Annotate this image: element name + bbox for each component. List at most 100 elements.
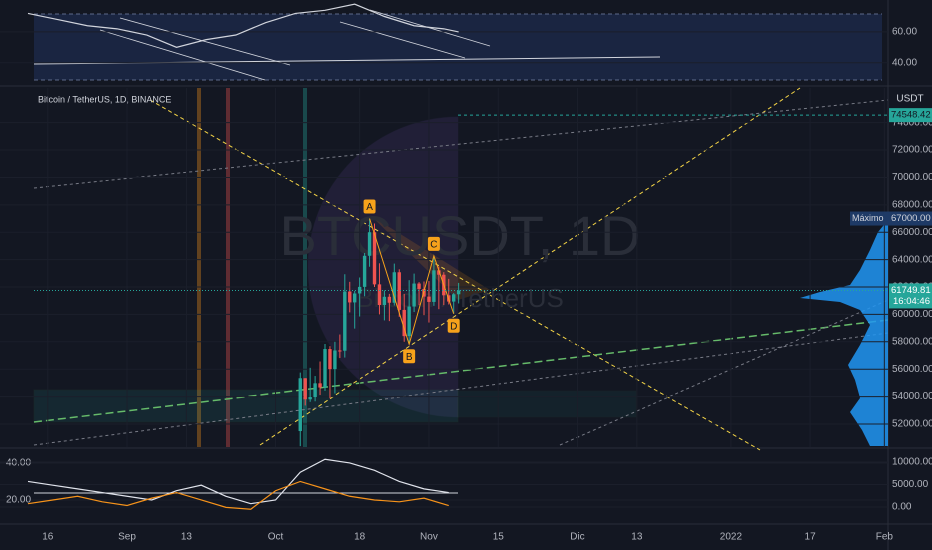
x-tick-label: 13 [631, 532, 643, 543]
x-tick-label: Oct [268, 532, 284, 543]
candle-body [318, 383, 322, 388]
candle-body [407, 306, 411, 337]
highlight-column [197, 88, 201, 447]
pattern-label: A [366, 202, 373, 213]
indicator-line [27, 480, 449, 510]
candle-body [313, 383, 317, 398]
y-tick-label: 58000.00 [892, 336, 932, 347]
y-tick-label: 68000.00 [892, 199, 932, 210]
highlight-column [226, 88, 230, 447]
x-tick-label: Nov [420, 532, 438, 543]
candle-body [392, 272, 397, 303]
indicator-line [27, 3, 459, 48]
y-tick-label: 20.00 [6, 495, 31, 506]
pattern-label: C [430, 240, 437, 251]
trend-line [119, 17, 291, 66]
y-tick-label: 72000.00 [892, 145, 932, 156]
y-tick-label: 70000.00 [892, 172, 932, 183]
pattern-point [363, 199, 376, 214]
volume-profile [800, 220, 888, 446]
candle-body [432, 270, 436, 302]
candle-body [308, 397, 312, 400]
y-tick-label: 74000.00 [892, 117, 932, 128]
y-tick-label: 56000.00 [892, 364, 932, 375]
candle-body [362, 255, 367, 287]
candle-body [323, 349, 327, 388]
support-zone [33, 389, 459, 423]
rsi-band [34, 14, 882, 80]
x-tick-label: Sep [118, 532, 136, 543]
candle-body [402, 309, 406, 337]
max-tag [850, 211, 932, 226]
trend-line [259, 87, 801, 446]
candle-body [397, 272, 401, 310]
candle-body [387, 296, 392, 303]
y-tick-label: 5000.00 [892, 479, 929, 490]
candle-body [353, 293, 357, 303]
trend-line [149, 99, 761, 451]
support-zone [457, 390, 637, 418]
y-tick-label: 64000.00 [892, 254, 932, 265]
candle-body [456, 290, 461, 295]
last-price-tag [889, 283, 932, 309]
candle-body [338, 350, 342, 352]
candle-body [377, 284, 382, 305]
y-tick-label: 10000.00 [892, 457, 932, 468]
candle-body [427, 296, 431, 302]
candle-body [357, 286, 362, 294]
pattern-label: B [406, 352, 413, 363]
max-value: 67000.00 [891, 213, 931, 224]
candle-body [328, 349, 332, 370]
candle-body [412, 283, 416, 307]
pattern-label: D [450, 321, 457, 332]
countdown: 16:04:46 [893, 296, 930, 307]
currency-label: USDT [896, 94, 923, 105]
candle-body [437, 270, 441, 275]
x-tick-label: 2022 [720, 532, 743, 543]
x-tick-label: 15 [493, 532, 505, 543]
candle-body [417, 283, 421, 289]
y-tick-label: 54000.00 [892, 391, 932, 402]
highlight-column [303, 88, 307, 447]
candle-body [343, 291, 347, 351]
y-tick-label: 52000.00 [892, 419, 932, 430]
y-tick-label: 40.00 [892, 57, 917, 68]
trend-line [339, 21, 466, 59]
candle-body [348, 291, 352, 303]
max-label: Máximo [852, 213, 884, 223]
pattern-point [447, 318, 460, 333]
pattern-point [427, 236, 440, 251]
x-tick-label: Feb [876, 532, 894, 543]
candle-body [303, 378, 307, 400]
triangle-zone [370, 215, 490, 300]
y-tick-label: 40.00 [6, 458, 31, 469]
candle-body [382, 296, 387, 305]
candle-body [367, 232, 372, 256]
watermark: BTCUSDT, 1D [280, 204, 641, 267]
x-tick-label: 17 [805, 532, 817, 543]
x-tick-label: Dic [570, 532, 584, 543]
candle-body [452, 294, 456, 302]
price-tag-label: 74548.42 [891, 110, 931, 121]
y-tick-label: 66000.00 [892, 227, 932, 238]
candle-body [298, 378, 302, 432]
candle-body [333, 350, 337, 370]
candle-body [372, 232, 377, 285]
price-tag [889, 108, 932, 123]
y-tick-label: 60000.00 [892, 309, 932, 320]
pattern-point [403, 349, 416, 364]
trend-line [99, 29, 266, 81]
last-price-label: 61749.81 [891, 285, 931, 296]
indicator-line [27, 458, 449, 505]
trend-line [33, 99, 889, 189]
y-tick-label: 0.00 [892, 502, 912, 513]
chart-title: Bitcoin / TetherUS, 1D, BINANCE [38, 94, 171, 104]
x-tick-label: 16 [42, 532, 54, 543]
y-tick-label: 60.00 [892, 27, 917, 38]
x-tick-label: 13 [181, 532, 193, 543]
x-tick-label: 18 [354, 532, 366, 543]
pattern-line [369, 218, 455, 347]
